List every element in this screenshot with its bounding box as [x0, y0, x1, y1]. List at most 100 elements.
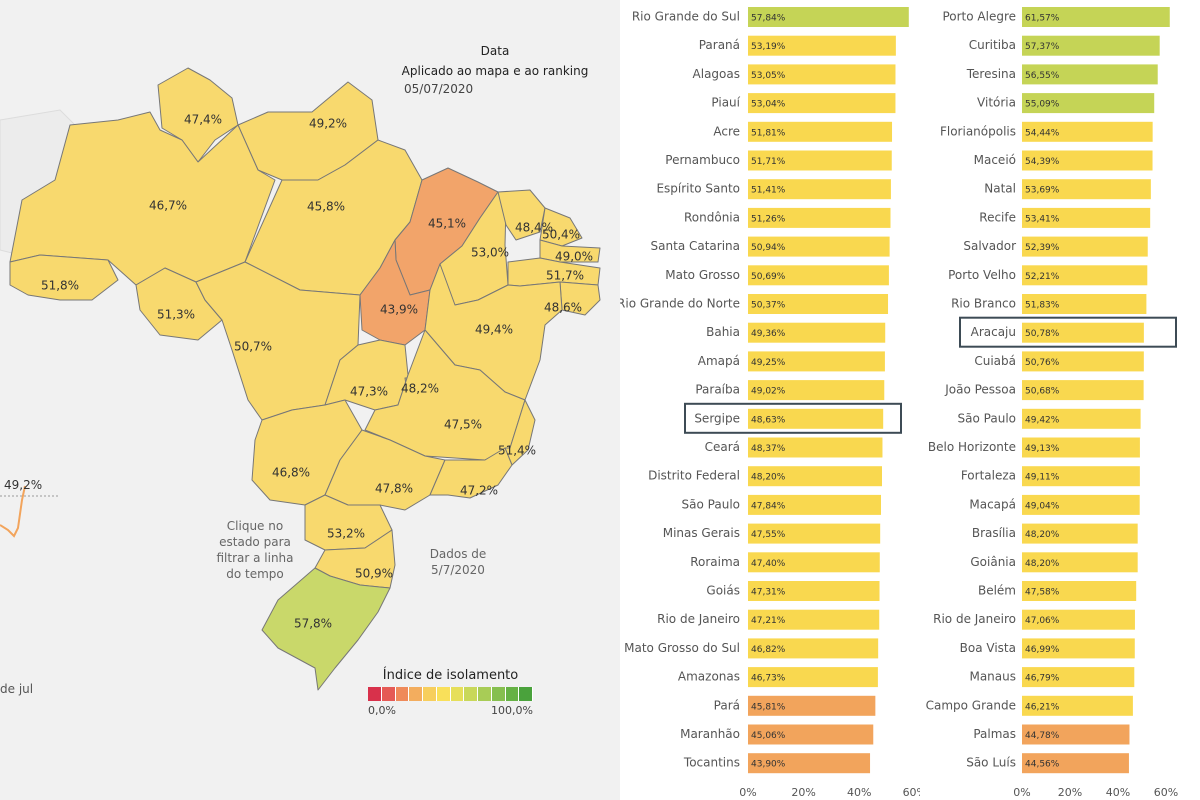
bar[interactable] — [748, 753, 871, 774]
bar[interactable] — [1022, 121, 1153, 142]
category-label: João Pessoa — [944, 383, 1016, 397]
bar[interactable] — [748, 179, 891, 200]
filter-date[interactable]: 05/07/2020 — [404, 82, 474, 96]
bar[interactable] — [1022, 638, 1135, 659]
bar[interactable] — [1022, 64, 1158, 85]
category-label: Piauí — [711, 96, 740, 110]
state-label-piaui: 53,0% — [471, 246, 509, 260]
category-label: Espírito Santo — [656, 182, 740, 196]
category-label: Paraná — [699, 38, 740, 52]
bar-value-label: 50,68% — [1025, 387, 1060, 397]
bar[interactable] — [748, 437, 883, 458]
bar[interactable] — [1022, 494, 1140, 515]
bar[interactable] — [1022, 93, 1155, 114]
bar[interactable] — [1022, 695, 1133, 716]
bar[interactable] — [748, 523, 881, 544]
bar[interactable] — [1022, 179, 1151, 200]
bar[interactable] — [1022, 322, 1144, 343]
bar[interactable] — [748, 667, 878, 688]
state-label-bahia: 49,4% — [475, 323, 513, 337]
bar[interactable] — [1022, 351, 1144, 372]
bar[interactable] — [1022, 437, 1140, 458]
bar[interactable] — [1022, 609, 1135, 630]
bar[interactable] — [1022, 667, 1135, 688]
category-label: Amazonas — [678, 670, 740, 684]
state-label-ceara: 48,4% — [515, 221, 553, 235]
bar[interactable] — [1022, 753, 1129, 774]
bar-value-label: 50,94% — [751, 243, 786, 253]
bar[interactable] — [748, 265, 889, 286]
bar[interactable] — [748, 93, 896, 114]
bar[interactable] — [1022, 724, 1130, 745]
bar[interactable] — [1022, 294, 1147, 314]
bar[interactable] — [1022, 7, 1170, 27]
bar-value-label: 46,21% — [1025, 702, 1060, 712]
state-rio-de-janeiro[interactable] — [429, 447, 513, 499]
bar-value-label: 49,04% — [1025, 501, 1060, 511]
bar-value-label: 48,20% — [751, 473, 786, 483]
bar[interactable] — [1022, 207, 1151, 228]
bar[interactable] — [748, 581, 880, 601]
timeline-x-label: de jul — [0, 682, 34, 696]
bar[interactable] — [748, 322, 886, 343]
state-label-mato-grosso-do-sul: 46,8% — [272, 466, 310, 480]
category-label: Goiânia — [970, 555, 1016, 569]
legend-swatch-8 — [478, 687, 492, 701]
map-hint: Clique no estado para filtrar a linha do… — [216, 519, 294, 581]
bar[interactable] — [748, 294, 889, 314]
states-ranking-chart: Rio Grande do Sul 57,84% Paraná 53,19% Alago… — [620, 7, 920, 799]
bar[interactable] — [1022, 150, 1153, 171]
bar[interactable] — [748, 494, 881, 515]
bar-value-label: 50,37% — [751, 301, 786, 311]
highlight-box — [959, 316, 1177, 348]
bar-value-label: 56,55% — [1025, 71, 1060, 81]
state-acre[interactable] — [9, 254, 119, 301]
bar[interactable] — [748, 236, 890, 257]
state-label-rio-de-janeiro: 47,2% — [460, 484, 498, 498]
legend-swatch-11 — [519, 687, 533, 701]
state-label-tocantins: 43,9% — [380, 303, 418, 317]
bar[interactable] — [748, 408, 884, 429]
bar[interactable] — [1022, 380, 1144, 401]
bar[interactable] — [748, 552, 880, 573]
x-tick-label: 0% — [1013, 786, 1030, 799]
bar[interactable] — [1022, 581, 1137, 601]
bar[interactable] — [748, 207, 891, 228]
bar[interactable] — [748, 695, 876, 716]
bar[interactable] — [1022, 236, 1148, 257]
bar[interactable] — [1022, 466, 1140, 487]
bar-value-label: 53,41% — [1025, 214, 1060, 224]
bar[interactable] — [748, 638, 879, 659]
category-label: Roraima — [690, 555, 740, 569]
state-label-mato-grosso: 50,7% — [234, 340, 272, 354]
legend-swatch-9 — [491, 687, 506, 701]
state-rio-grande-do-sul[interactable] — [261, 567, 391, 691]
bar[interactable] — [1022, 35, 1160, 56]
bar[interactable] — [748, 35, 896, 56]
category-label: Alagoas — [693, 67, 740, 81]
bar[interactable] — [748, 724, 874, 745]
bar[interactable] — [1022, 552, 1138, 573]
bar-value-label: 45,06% — [751, 731, 786, 741]
category-label: Brasília — [972, 526, 1016, 540]
map-panel: 47,4% 49,2% 46,7% 45,8% 45,1% 53,0% 48,4% 50,4%… — [0, 0, 620, 800]
legend-max: 100,0% — [491, 704, 533, 717]
bar[interactable] — [1022, 265, 1148, 286]
legend-swatch-1 — [381, 687, 396, 701]
state-ceara[interactable] — [497, 189, 546, 241]
bar[interactable] — [748, 609, 880, 630]
bar[interactable] — [748, 380, 885, 401]
bar[interactable] — [1022, 523, 1138, 544]
bar[interactable] — [748, 351, 885, 372]
legend-swatch-6 — [450, 687, 465, 701]
bar[interactable] — [748, 466, 882, 487]
bar[interactable] — [748, 64, 896, 85]
state-rio-grande-do-norte[interactable] — [539, 207, 583, 247]
category-label: Curitiba — [969, 38, 1016, 52]
bar[interactable] — [748, 7, 909, 27]
bar[interactable] — [748, 121, 893, 142]
bar[interactable] — [748, 150, 892, 171]
category-label: Palmas — [973, 727, 1016, 741]
state-roraima[interactable] — [157, 67, 239, 163]
bar[interactable] — [1022, 408, 1141, 429]
